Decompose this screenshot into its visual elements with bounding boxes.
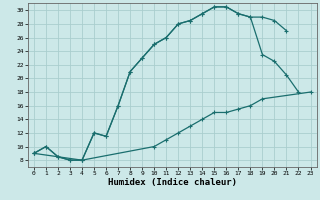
X-axis label: Humidex (Indice chaleur): Humidex (Indice chaleur) bbox=[108, 178, 237, 187]
